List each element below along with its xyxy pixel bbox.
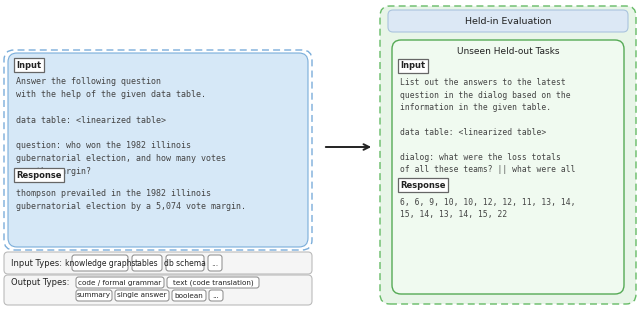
Text: ...: ...: [211, 259, 219, 268]
Text: summary: summary: [77, 293, 111, 299]
Text: db schema: db schema: [164, 259, 206, 268]
FancyBboxPatch shape: [209, 290, 223, 301]
Text: single answer: single answer: [117, 293, 167, 299]
FancyBboxPatch shape: [166, 255, 204, 271]
FancyBboxPatch shape: [208, 255, 222, 271]
FancyBboxPatch shape: [4, 252, 312, 274]
FancyBboxPatch shape: [76, 290, 112, 301]
Text: tables: tables: [135, 259, 159, 268]
FancyBboxPatch shape: [172, 290, 206, 301]
Text: thompson prevailed in the 1982 illinois
gubernatorial election by a 5,074 vote m: thompson prevailed in the 1982 illinois …: [16, 189, 246, 211]
FancyBboxPatch shape: [132, 255, 162, 271]
FancyBboxPatch shape: [392, 40, 624, 294]
FancyBboxPatch shape: [115, 290, 169, 301]
Text: text (code translation): text (code translation): [173, 279, 253, 286]
Text: 6, 6, 9, 10, 10, 12, 12, 11, 13, 14,
15, 14, 13, 14, 15, 22: 6, 6, 9, 10, 10, 12, 12, 11, 13, 14, 15,…: [400, 198, 575, 219]
Text: List out the answers to the latest
question in the dialog based on the
informati: List out the answers to the latest quest…: [400, 78, 575, 187]
Text: ...: ...: [212, 293, 220, 299]
Text: Response: Response: [400, 180, 445, 189]
FancyBboxPatch shape: [72, 255, 128, 271]
Text: Answer the following question
with the help of the given data table.

data table: Answer the following question with the h…: [16, 77, 226, 176]
Text: Input Types:: Input Types:: [11, 259, 62, 268]
FancyBboxPatch shape: [167, 277, 259, 288]
Text: Input: Input: [400, 61, 425, 70]
Text: boolean: boolean: [175, 293, 204, 299]
Text: Output Types:: Output Types:: [11, 278, 69, 287]
FancyBboxPatch shape: [4, 275, 312, 305]
FancyBboxPatch shape: [76, 277, 164, 288]
FancyBboxPatch shape: [388, 10, 628, 32]
FancyBboxPatch shape: [380, 6, 636, 304]
FancyBboxPatch shape: [8, 53, 308, 247]
Text: code / formal grammar: code / formal grammar: [78, 280, 162, 286]
Text: Unseen Held-out Tasks: Unseen Held-out Tasks: [457, 46, 559, 55]
Text: Held-in Evaluation: Held-in Evaluation: [465, 16, 551, 25]
Text: Response: Response: [16, 170, 61, 179]
Text: Input: Input: [16, 60, 41, 69]
Text: knowledge graphs: knowledge graphs: [65, 259, 135, 268]
